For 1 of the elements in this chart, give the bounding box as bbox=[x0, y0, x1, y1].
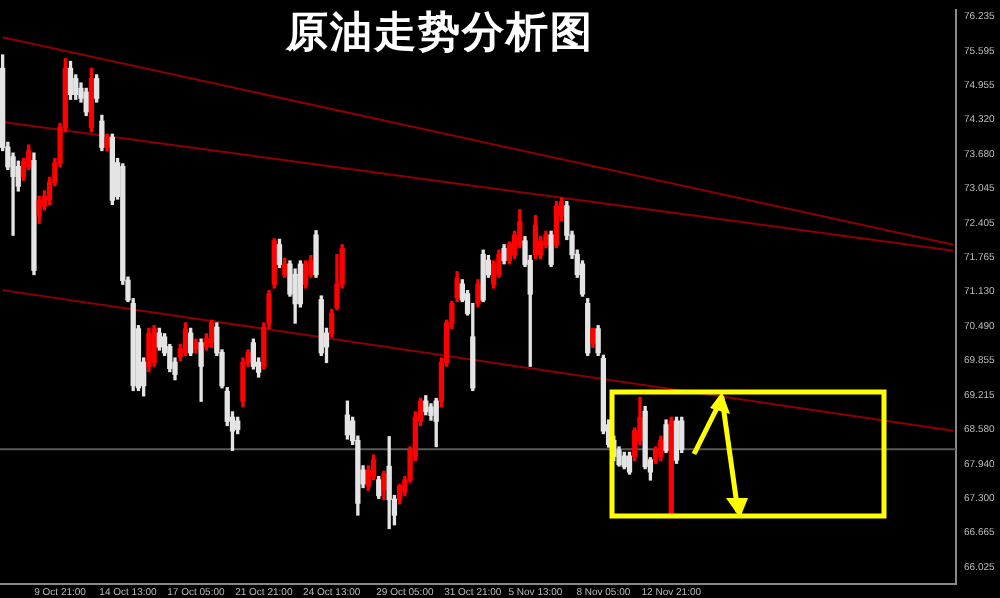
chart-title: 原油走势分析图 bbox=[283, 4, 596, 60]
